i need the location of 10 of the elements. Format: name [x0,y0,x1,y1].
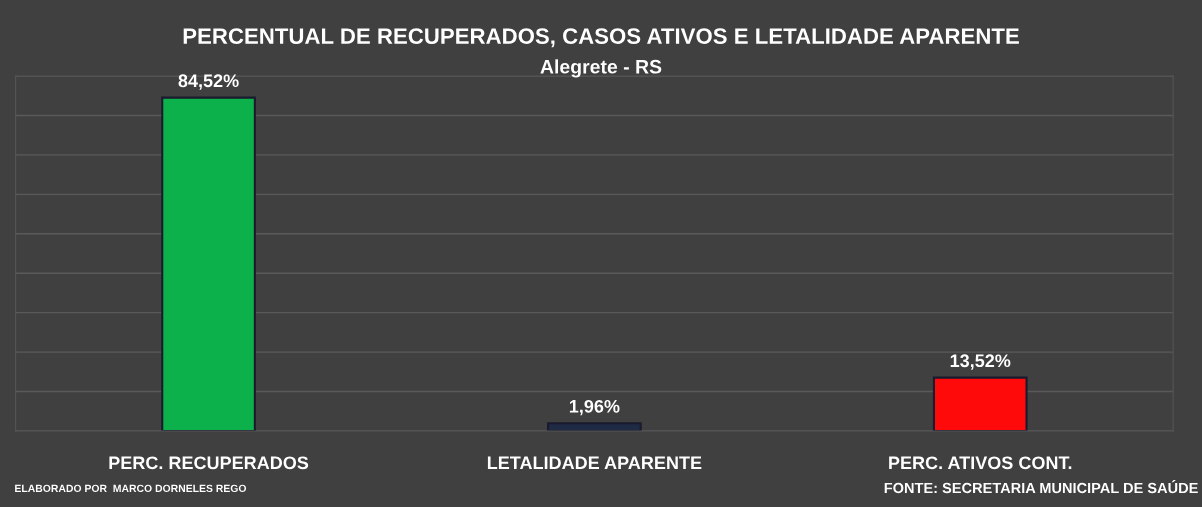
x-tick-label: LETALIDADE APARENTE [487,456,702,470]
chart-subtitle: Alegrete - RS [540,59,662,78]
chart-title: PERCENTUAL DE RECUPERADOS, CASOS ATIVOS E LETALIDADE APARENTE [183,28,1019,48]
x-tick-label: PERC. ATIVOS CONT. [889,456,1072,470]
data-label: 1,96% [569,399,620,416]
data-label: 84,52% [178,74,239,90]
text: ELABORADO POR MARCO DORNELES REGO [15,484,247,493]
data-label: 13,52% [950,354,1011,370]
x-tick-label: PERC. RECUPERADOS [109,456,309,470]
source-note: FONTE: SECRETARIA MUNICIPAL DE SAÚDE [884,480,1198,494]
